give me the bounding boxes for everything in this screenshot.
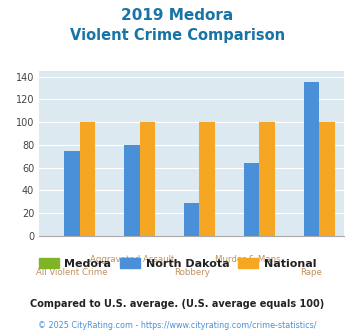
Bar bbox=[244, 163, 260, 236]
Text: Violent Crime Comparison: Violent Crime Comparison bbox=[70, 28, 285, 43]
Legend: Medora, North Dakota, National: Medora, North Dakota, National bbox=[34, 254, 321, 273]
Text: 2019 Medora: 2019 Medora bbox=[121, 8, 234, 23]
Text: Compared to U.S. average. (U.S. average equals 100): Compared to U.S. average. (U.S. average … bbox=[31, 299, 324, 309]
Bar bbox=[304, 82, 319, 236]
Bar bbox=[260, 122, 275, 236]
Bar bbox=[319, 122, 335, 236]
Text: Aggravated Assault: Aggravated Assault bbox=[90, 255, 174, 264]
Text: Robbery: Robbery bbox=[174, 268, 210, 277]
Text: © 2025 CityRating.com - https://www.cityrating.com/crime-statistics/: © 2025 CityRating.com - https://www.city… bbox=[38, 321, 317, 330]
Bar bbox=[64, 150, 80, 236]
Text: All Violent Crime: All Violent Crime bbox=[36, 268, 108, 277]
Bar bbox=[124, 145, 140, 236]
Text: Murder & Mans...: Murder & Mans... bbox=[215, 255, 288, 264]
Text: Rape: Rape bbox=[300, 268, 322, 277]
Bar bbox=[80, 122, 95, 236]
Bar bbox=[200, 122, 215, 236]
Bar bbox=[184, 203, 200, 236]
Bar bbox=[140, 122, 155, 236]
